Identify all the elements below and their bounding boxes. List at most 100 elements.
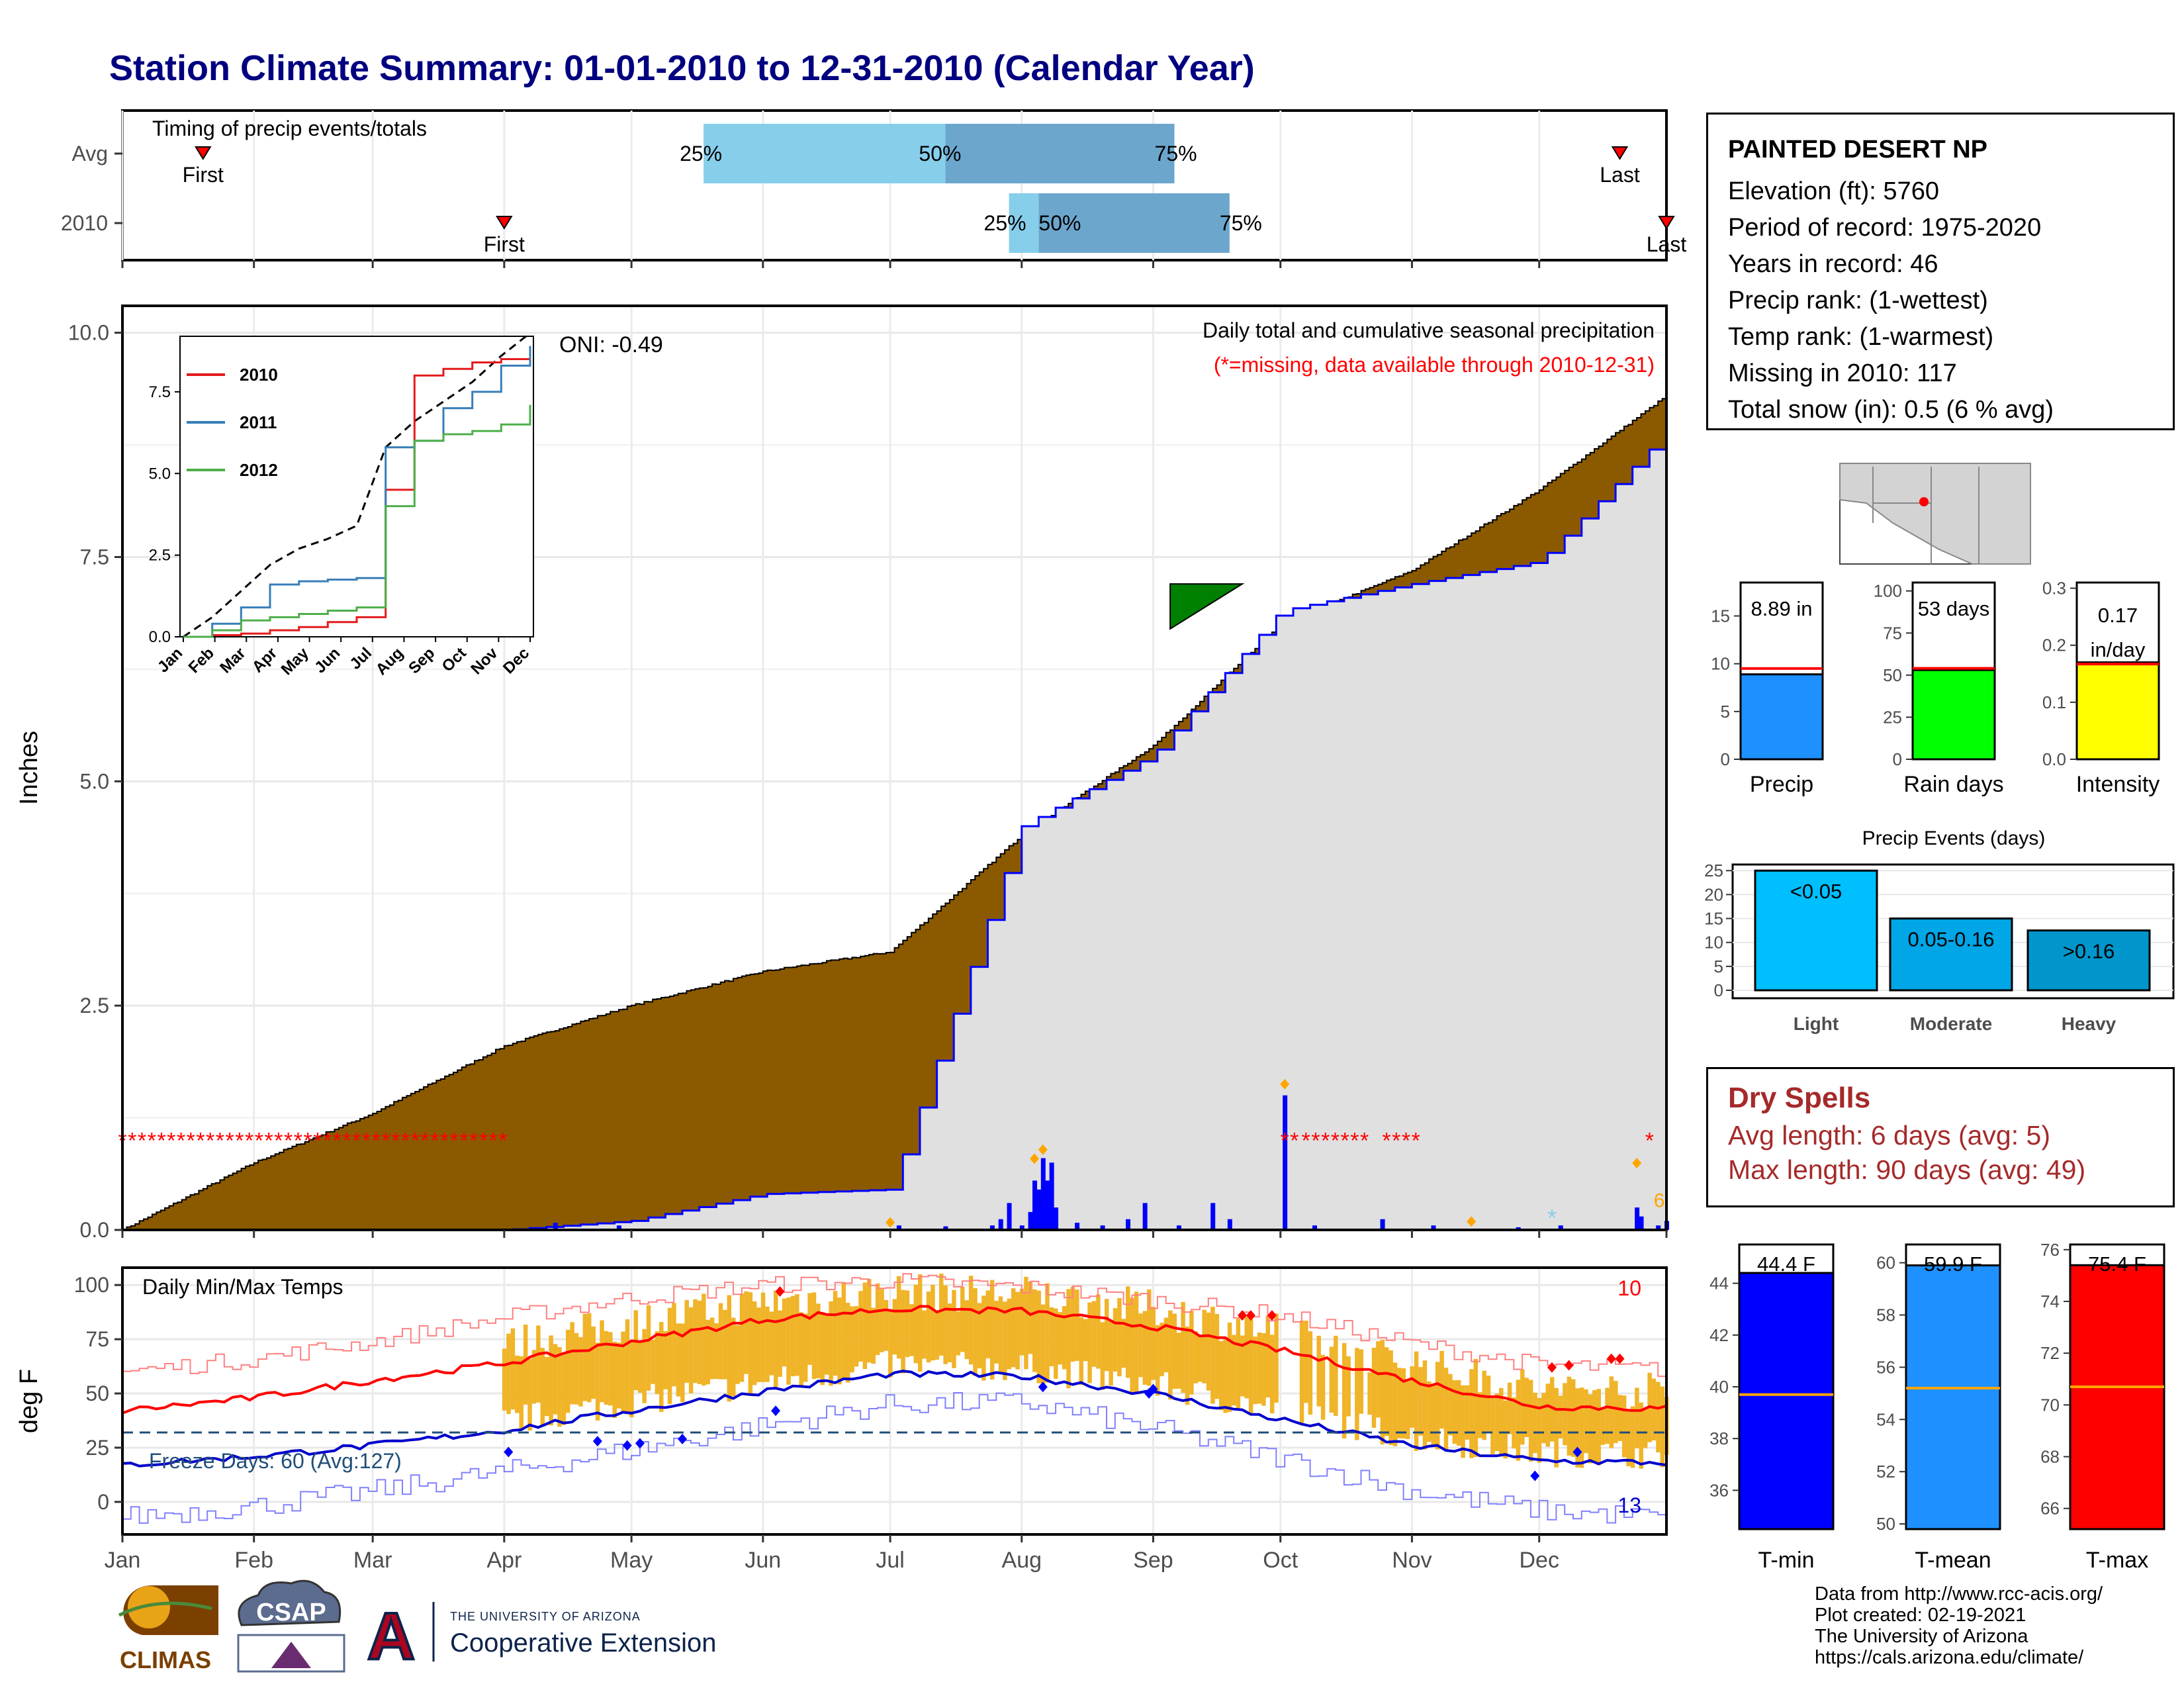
daily-temp-bar xyxy=(1503,1400,1508,1459)
missing-marker: * xyxy=(372,1128,381,1153)
summary-value-label: in/day xyxy=(2091,638,2146,661)
daily-temp-bar xyxy=(676,1323,681,1397)
ua-logo-big-text: Cooperative Extension xyxy=(450,1628,716,1658)
inset-legend-label: 2012 xyxy=(240,460,278,480)
record-low-marker xyxy=(771,1405,781,1417)
daily-temp-bar xyxy=(1142,1311,1148,1385)
daily-temp-bar xyxy=(587,1313,592,1403)
station-location-dot xyxy=(1919,497,1929,506)
climas-logo-text: CLIMAS xyxy=(120,1646,211,1673)
month-label: Feb xyxy=(234,1548,273,1573)
daily-temp-bar xyxy=(1579,1387,1584,1468)
daily-temp-bar xyxy=(1147,1289,1152,1386)
credit-data-source: Data from http://www.rcc-acis.org/ xyxy=(1815,1583,2103,1605)
climas-logo-sun xyxy=(128,1586,170,1628)
daily-temp-bar xyxy=(748,1292,753,1393)
dry-spells-avg: Avg length: 6 days (avg: 5) xyxy=(1728,1120,2050,1150)
daily-temp-bar xyxy=(1469,1369,1474,1458)
record-low-marker xyxy=(504,1446,514,1458)
daily-precip-bar xyxy=(1516,1227,1521,1230)
daily-temp-bar xyxy=(1036,1290,1041,1383)
daily-temp-bar xyxy=(994,1301,999,1364)
csap-logo: CSAP xyxy=(237,1579,345,1673)
dry-spells-max: Max length: 90 days (avg: 49) xyxy=(1728,1154,2086,1185)
daily-temp-bar xyxy=(1100,1322,1105,1390)
daily-temp-bar xyxy=(947,1303,952,1362)
daily-temp-bar xyxy=(875,1283,880,1356)
page-title: Station Climate Summary: 01-01-2010 to 1… xyxy=(109,48,1255,88)
temp-summary-bar xyxy=(2069,1264,2165,1530)
daily-temp-bar xyxy=(616,1342,621,1409)
daily-temp-bar xyxy=(1257,1332,1262,1404)
daily-temp-bar xyxy=(909,1304,914,1356)
missing-marker: * xyxy=(245,1128,253,1153)
ua-logo-small-text: THE UNIVERSITY OF ARIZONA xyxy=(450,1610,641,1623)
month-label: Jun xyxy=(745,1548,781,1573)
daily-temp-bar xyxy=(803,1313,808,1382)
daily-precip-bar xyxy=(1210,1203,1216,1230)
station-period: Period of record: 1975-2020 xyxy=(1728,214,2042,242)
temp-summary-value-label: 75.4 F xyxy=(2088,1252,2146,1276)
station-missing: Missing in 2010: 117 xyxy=(1728,359,1957,387)
daily-temp-bar xyxy=(1418,1367,1423,1436)
daily-temp-bar xyxy=(1197,1336,1203,1382)
timing-iqr-lower xyxy=(704,124,946,183)
daily-temp-bar xyxy=(1410,1366,1414,1428)
daily-temp-bar xyxy=(1448,1374,1453,1436)
inset-ytick-label: 5.0 xyxy=(149,465,171,483)
daily-temp-bar xyxy=(582,1313,588,1401)
inset-avg-line xyxy=(183,332,531,638)
record-low-marker xyxy=(635,1438,645,1449)
timing-marker xyxy=(496,216,513,230)
daily-temp-bar xyxy=(1630,1406,1635,1468)
missing-marker: * xyxy=(226,1128,234,1153)
daily-temp-bar xyxy=(1223,1338,1228,1413)
summary-ytick-label: 0.2 xyxy=(2042,635,2066,655)
precip-extreme-marker xyxy=(1632,1158,1642,1169)
daily-temp-bar xyxy=(515,1355,520,1413)
daily-temp-bar xyxy=(922,1310,927,1359)
summary-ytick-label: 10 xyxy=(1711,654,1730,674)
temp-summary-ytick-label: 58 xyxy=(1876,1305,1895,1325)
daily-precip-bar xyxy=(1142,1203,1148,1230)
daily-temp-bar xyxy=(989,1280,995,1380)
missing-marker: * xyxy=(1382,1128,1390,1153)
daily-temp-bar xyxy=(1512,1397,1516,1449)
daily-temp-bar xyxy=(1342,1342,1347,1438)
daily-temp-bar xyxy=(1656,1382,1661,1453)
daily-temp-bar xyxy=(858,1291,863,1362)
temp-ytick-label: 50 xyxy=(85,1382,109,1405)
daily-temp-bar xyxy=(1367,1372,1372,1415)
timing-p75-label: 75% xyxy=(1155,142,1197,165)
temp-summary-name: T-mean xyxy=(1915,1548,1991,1573)
daily-temp-bar xyxy=(1091,1301,1097,1367)
daily-temp-bar xyxy=(510,1328,516,1410)
daily-temp-bar xyxy=(1507,1382,1512,1434)
missing-marker: * xyxy=(148,1128,156,1153)
daily-temp-bar xyxy=(871,1307,876,1364)
daily-temp-bar xyxy=(799,1312,803,1387)
daily-temp-bar xyxy=(549,1335,553,1426)
daily-temp-bar xyxy=(1007,1298,1012,1370)
temp-summary-ytick-label: 72 xyxy=(2040,1343,2060,1363)
missing-marker: * xyxy=(255,1128,263,1153)
daily-temp-bar xyxy=(1660,1386,1665,1468)
month-label: Dec xyxy=(1519,1548,1559,1573)
daily-temp-bar xyxy=(1558,1395,1563,1438)
daily-precip-bar xyxy=(1045,1180,1050,1230)
summary-bar-name: Precip xyxy=(1750,772,1813,797)
missing-marker: * xyxy=(469,1128,478,1153)
record-low-marker xyxy=(1530,1470,1540,1481)
daily-temp-bar xyxy=(807,1293,812,1365)
temp-summary-ytick-label: 38 xyxy=(1709,1429,1729,1448)
credit-university: The University of Arizona xyxy=(1815,1626,2028,1647)
daily-temp-bar xyxy=(811,1292,817,1380)
record-low-marker xyxy=(1038,1382,1048,1393)
inset-legend-label: 2011 xyxy=(240,412,277,432)
temp-summary-chart: 59.9 F 50 52 54 56 58 60 T-mean xyxy=(1876,1243,2001,1573)
daily-temp-bar xyxy=(1651,1378,1657,1441)
missing-marker: * xyxy=(1311,1128,1320,1153)
events-bar xyxy=(2026,929,2151,992)
record-high-marker xyxy=(1615,1353,1625,1364)
summary-ytick-label: 25 xyxy=(1883,707,1902,727)
